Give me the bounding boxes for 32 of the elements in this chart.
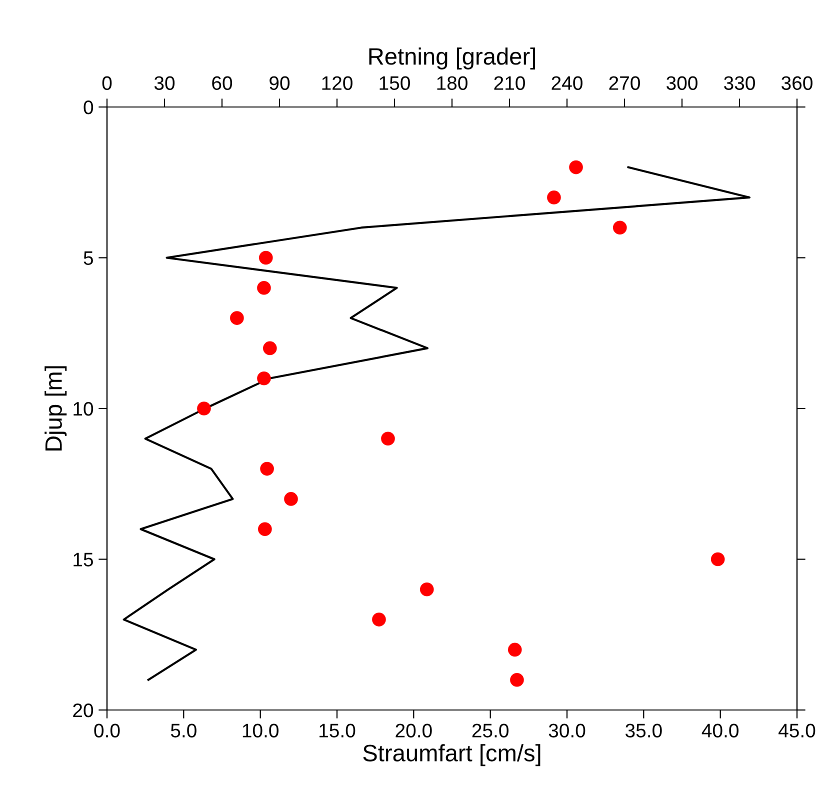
x-tick-label: 30.0 bbox=[548, 724, 586, 738]
x-tick-label: 20.0 bbox=[396, 724, 432, 738]
x-tick-label: 40.0 bbox=[702, 724, 738, 738]
y-tick-label: 15 bbox=[74, 552, 93, 566]
x2-tick-label: 270 bbox=[609, 76, 640, 90]
x2-axis-title: Retning [grader] bbox=[369, 47, 535, 70]
x-tick-label: 5.0 bbox=[170, 724, 196, 738]
x-axis-title: Straumfart [cm/s] bbox=[363, 744, 540, 766]
y-axis-title: Djup [m] bbox=[44, 366, 67, 451]
x2-tick-label: 330 bbox=[724, 76, 755, 90]
x2-tick-label: 360 bbox=[782, 76, 812, 90]
y-tick-label: 5 bbox=[84, 251, 93, 265]
x-tick-label: 10.0 bbox=[242, 724, 278, 738]
x2-tick-label: 90 bbox=[270, 76, 290, 90]
x2-tick-label: 30 bbox=[154, 76, 175, 90]
line-series bbox=[122, 166, 751, 681]
x-tick-label: 35.0 bbox=[625, 724, 662, 738]
x-tick-label: 0.0 bbox=[94, 724, 120, 738]
x-tick-label: 15.0 bbox=[320, 724, 356, 738]
x2-tick-label: 150 bbox=[380, 76, 410, 90]
x2-tick-label: 300 bbox=[666, 76, 698, 90]
y-tick-label: 0 bbox=[84, 100, 94, 114]
x2-tick-label: 60 bbox=[212, 76, 232, 90]
x-tick-label: 45.0 bbox=[778, 724, 816, 738]
y-tick-label: 10 bbox=[74, 402, 94, 416]
x2-tick-label: 0 bbox=[102, 76, 112, 90]
x2-tick-label: 180 bbox=[437, 76, 468, 90]
y-tick-label: 20 bbox=[73, 703, 94, 718]
x2-tick-label: 210 bbox=[494, 76, 525, 90]
x2-tick-label: 120 bbox=[322, 76, 352, 90]
x-tick-label: 25.0 bbox=[472, 724, 508, 738]
x2-tick-label: 240 bbox=[552, 76, 582, 90]
